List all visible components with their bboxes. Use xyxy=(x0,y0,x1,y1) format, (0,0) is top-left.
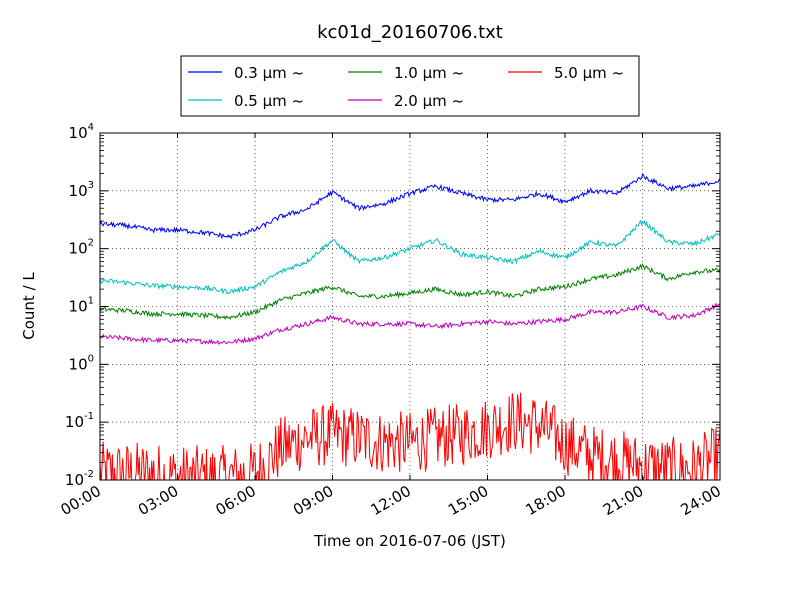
legend-label: 0.3 μm ~ xyxy=(234,64,304,82)
series-lines xyxy=(100,173,720,480)
series-line-3 xyxy=(100,302,720,345)
axis-ticks xyxy=(99,132,721,481)
legend-label: 2.0 μm ~ xyxy=(394,92,464,110)
series-line-1 xyxy=(100,219,720,295)
chart-title: kc01d_20160706.txt xyxy=(317,22,503,43)
y-axis-label: Count / L xyxy=(20,272,38,340)
legend-label: 5.0 μm ~ xyxy=(554,64,624,82)
x-axis-label: Time on 2016-07-06 (JST) xyxy=(313,532,506,550)
y-tick-label: 103 xyxy=(69,180,94,200)
legend-label: 1.0 μm ~ xyxy=(394,64,464,82)
legend-label: 0.5 μm ~ xyxy=(234,92,304,110)
series-line-4 xyxy=(100,392,720,480)
series-line-2 xyxy=(100,263,720,321)
y-tick-labels: 10-2 10-1 100 101 102 103 104 xyxy=(65,122,94,489)
y-tick-label: 10-2 xyxy=(65,469,94,489)
y-tick-label: 101 xyxy=(69,296,94,316)
grid xyxy=(100,133,720,480)
y-tick-label: 104 xyxy=(69,122,94,142)
legend: 0.3 μm ~ 0.5 μm ~ 1.0 μm ~ 2.0 μm ~ 5.0 μm ~ xyxy=(180,55,640,117)
y-tick-label: 102 xyxy=(69,238,94,258)
y-tick-label: 10-1 xyxy=(65,411,94,431)
y-tick-label: 100 xyxy=(69,353,94,373)
legend-frame xyxy=(180,55,640,117)
series-line-0 xyxy=(100,173,720,240)
